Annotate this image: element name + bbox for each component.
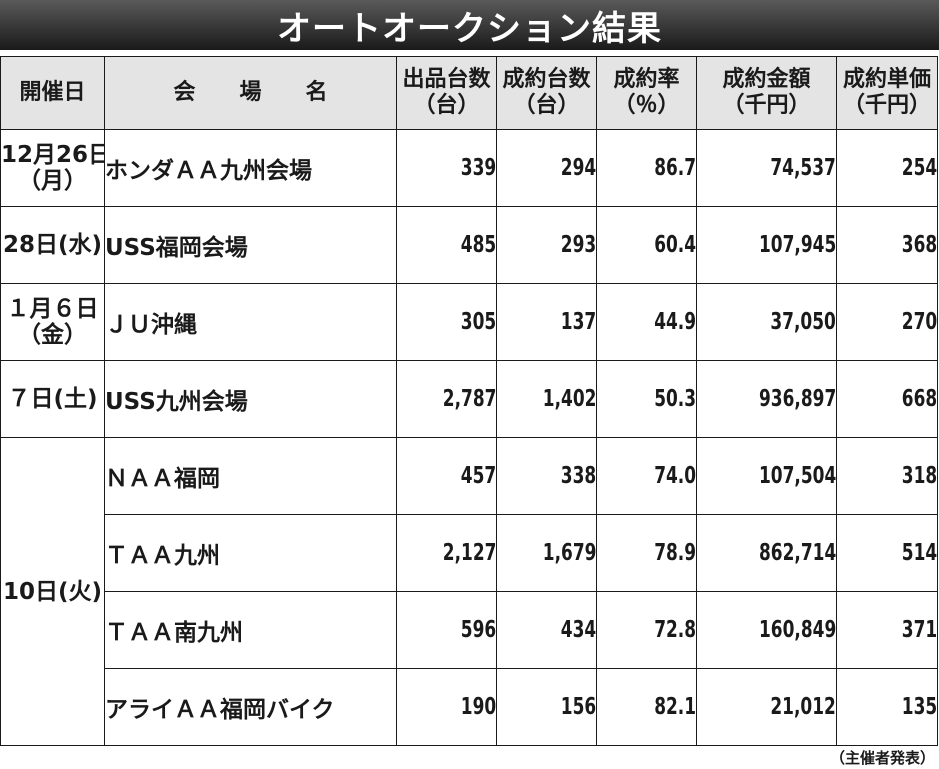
rate-cell: 50.3: [596, 360, 697, 438]
table-row: ＴＡＡ南九州 596 434 72.8 160,849 371: [1, 591, 938, 669]
sold-cell: 294: [496, 129, 597, 207]
amount-cell: 37,050: [696, 283, 837, 361]
rate-cell: 82.1: [596, 668, 697, 746]
listed-cell: 2,127: [396, 514, 497, 592]
rate-cell: 74.0: [596, 437, 697, 515]
amount-cell: 862,714: [696, 514, 837, 592]
title-banner: オートオークション結果: [0, 0, 939, 50]
venue-cell: USS福岡会場: [104, 206, 397, 284]
venue-cell: USS九州会場: [104, 360, 397, 438]
rate-cell: 78.9: [596, 514, 697, 592]
amount-cell: 107,504: [696, 437, 837, 515]
header-listed: 出品台数 （台）: [396, 56, 497, 130]
amount-cell: 21,012: [696, 668, 837, 746]
table-row: ７日(土) USS九州会場 2,787 1,402 50.3 936,897 6…: [0, 360, 938, 438]
date-cell: ７日(土): [0, 360, 105, 438]
unit-price-cell: 318: [836, 437, 938, 515]
table-row: 12月26日 （月） ホンダＡＡ九州会場 339 294 86.7 74,537 …: [0, 129, 938, 207]
listed-cell: 596: [396, 591, 497, 669]
table-row: １月６日 （金） ＪＵ沖縄 305 137 44.9 37,050 270: [0, 283, 938, 361]
header-sold: 成約台数 （台）: [496, 56, 597, 130]
sold-cell: 434: [496, 591, 597, 669]
date-cell: 28日(水): [0, 206, 105, 284]
venue-cell: ホンダＡＡ九州会場: [104, 129, 397, 207]
unit-price-cell: 371: [836, 591, 938, 669]
unit-price-cell: 270: [836, 283, 938, 361]
venue-cell: アライＡＡ福岡バイク: [104, 668, 397, 746]
source-credit: （主催者発表）: [829, 749, 935, 767]
rate-cell: 60.4: [596, 206, 697, 284]
page-title: オートオークション結果: [277, 8, 662, 49]
unit-price-cell: 368: [836, 206, 938, 284]
rate-cell: 44.9: [596, 283, 697, 361]
venue-cell: ＮＡＡ福岡: [104, 437, 397, 515]
unit-price-cell: 668: [836, 360, 938, 438]
listed-cell: 2,787: [396, 360, 497, 438]
sold-cell: 293: [496, 206, 597, 284]
listed-cell: 305: [396, 283, 497, 361]
unit-price-cell: 254: [836, 129, 938, 207]
sold-cell: 156: [496, 668, 597, 746]
unit-price-cell: 514: [836, 514, 938, 592]
header-date: 開催日: [0, 56, 105, 130]
table-row: 28日(水) USS福岡会場 485 293 60.4 107,945 368: [0, 206, 938, 284]
table-row: アライＡＡ福岡バイク 190 156 82.1 21,012 135: [1, 668, 938, 746]
date-cell: 12月26日 （月）: [0, 129, 105, 207]
listed-cell: 485: [396, 206, 497, 284]
table-row: ＴＡＡ九州 2,127 1,679 78.9 862,714 514: [1, 514, 938, 592]
header-rate: 成約率 （％）: [596, 56, 697, 130]
amount-cell: 74,537: [696, 129, 837, 207]
amount-cell: 107,945: [696, 206, 837, 284]
header-row: 開催日 会 場 名 出品台数 （台） 成約台数 （台） 成約率 （％） 成約金額 （千円…: [0, 56, 938, 130]
listed-cell: 339: [396, 129, 497, 207]
amount-cell: 160,849: [696, 591, 837, 669]
date-cell: 10日(火): [0, 437, 105, 746]
header-amount: 成約金額 （千円）: [696, 56, 837, 130]
rate-cell: 72.8: [596, 591, 697, 669]
sold-cell: 1,679: [496, 514, 597, 592]
listed-cell: 457: [396, 437, 497, 515]
unit-price-cell: 135: [836, 668, 938, 746]
date-cell: １月６日 （金）: [0, 283, 105, 361]
venue-cell: ＴＡＡ南九州: [104, 591, 397, 669]
listed-cell: 190: [396, 668, 497, 746]
sold-cell: 1,402: [496, 360, 597, 438]
header-venue: 会 場 名: [104, 56, 397, 130]
sold-cell: 137: [496, 283, 597, 361]
venue-cell: ＴＡＡ九州: [104, 514, 397, 592]
header-unit: 成約単価 （千円）: [836, 56, 938, 130]
results-table: 開催日 会 場 名 出品台数 （台） 成約台数 （台） 成約率 （％） 成約金額 （千円…: [0, 56, 938, 746]
amount-cell: 936,897: [696, 360, 837, 438]
venue-cell: ＪＵ沖縄: [104, 283, 397, 361]
sold-cell: 338: [496, 437, 597, 515]
table-row: 10日(火) ＮＡＡ福岡 457 338 74.0 107,504 318: [0, 437, 938, 746]
rate-cell: 86.7: [596, 129, 697, 207]
